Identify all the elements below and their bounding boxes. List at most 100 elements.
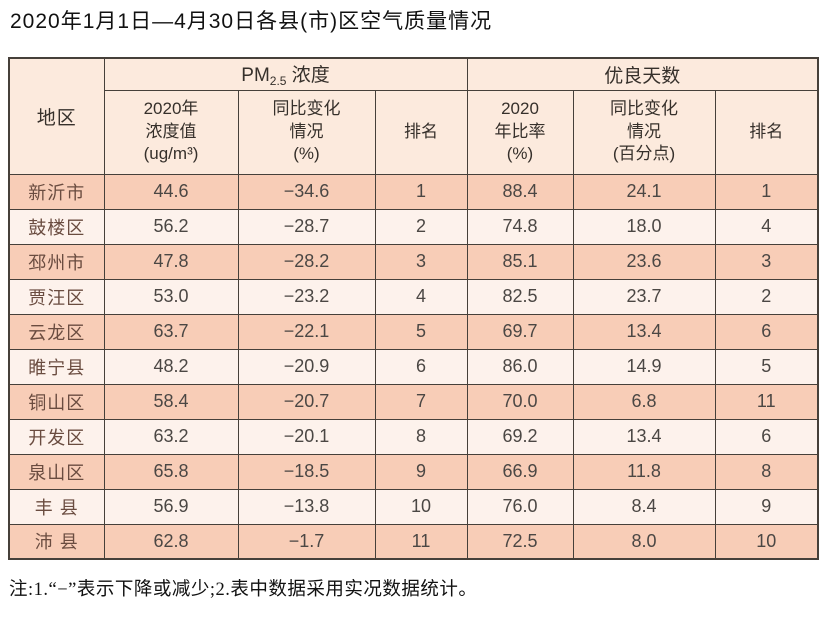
days-change-cell: 8.4 (572, 488, 716, 525)
days-change-cell: 14.9 (572, 348, 716, 385)
region-cell: 贾汪区 (8, 278, 105, 315)
pm-change-cell: −28.2 (237, 243, 376, 280)
pm-change-cell: −20.7 (237, 383, 376, 420)
days-change-cell: 23.7 (572, 278, 716, 315)
region-cell: 铜山区 (8, 383, 105, 420)
region-cell: 丰 县 (8, 488, 105, 525)
days-rate-cell: 72.5 (466, 523, 574, 560)
pm-rank-header: 排名 (374, 89, 468, 175)
days-rank-cell: 6 (714, 313, 819, 350)
pm-rank-cell: 6 (374, 348, 468, 385)
region-cell: 邳州市 (8, 243, 105, 280)
table-header-group-row: 地区 PM2.5 浓度 优良天数 (8, 57, 819, 175)
days-change-header: 同比变化 情况 (百分点) (572, 89, 716, 175)
pm-value-cell: 44.6 (103, 173, 239, 210)
pm-change-cell: −18.5 (237, 453, 376, 490)
days-change-cell: 11.8 (572, 453, 716, 490)
table-row: 丰 县 56.9 −13.8 10 76.0 8.4 9 (8, 488, 819, 525)
days-rank-cell: 4 (714, 208, 819, 245)
days-rate-cell: 66.9 (466, 453, 574, 490)
region-cell: 云龙区 (8, 313, 105, 350)
days-rate-cell: 76.0 (466, 488, 574, 525)
pm-value-cell: 63.2 (103, 418, 239, 455)
days-group-header: 优良天数 (466, 57, 819, 91)
pm-rank-cell: 11 (374, 523, 468, 560)
region-cell: 泉山区 (8, 453, 105, 490)
days-change-cell: 23.6 (572, 243, 716, 280)
region-cell: 新沂市 (8, 173, 105, 210)
pm-change-cell: −20.1 (237, 418, 376, 455)
table-row: 云龙区 63.7 −22.1 5 69.7 13.4 6 (8, 313, 819, 350)
table-row: 贾汪区 53.0 −23.2 4 82.5 23.7 2 (8, 278, 819, 315)
pm25-label-suffix: 浓度 (286, 65, 330, 87)
pm-rank-cell: 5 (374, 313, 468, 350)
pm-change-cell: −20.9 (237, 348, 376, 385)
pm-value-cell: 62.8 (103, 523, 239, 560)
pm-change-cell: −1.7 (237, 523, 376, 560)
table-header-sub-row: 2020年 浓度值 (ug/m³) 同比变化 情况 (%) 排名 2020 年比… (9, 89, 819, 175)
air-quality-table: 地区 PM2.5 浓度 优良天数 2020年 浓度值 (ug/m³) 同比变化 … (8, 57, 819, 560)
pm-rank-cell: 7 (374, 383, 468, 420)
days-change-cell: 13.4 (572, 418, 716, 455)
pm-change-cell: −28.7 (237, 208, 376, 245)
pm-value-cell: 48.2 (103, 348, 239, 385)
days-rank-cell: 3 (714, 243, 819, 280)
region-cell: 睢宁县 (8, 348, 105, 385)
days-rate-cell: 74.8 (466, 208, 574, 245)
days-rate-cell: 86.0 (466, 348, 574, 385)
table-row: 睢宁县 48.2 −20.9 6 86.0 14.9 5 (8, 348, 819, 385)
pm-rank-cell: 10 (374, 488, 468, 525)
region-cell: 沛 县 (8, 523, 105, 560)
pm-value-cell: 65.8 (103, 453, 239, 490)
days-rate-cell: 69.7 (466, 313, 574, 350)
pm-rank-cell: 8 (374, 418, 468, 455)
pm-change-cell: −34.6 (237, 173, 376, 210)
pm-rank-cell: 4 (374, 278, 468, 315)
pm-change-header: 同比变化 情况 (%) (237, 89, 376, 175)
table-row: 邳州市 47.8 −28.2 3 85.1 23.6 3 (8, 243, 819, 280)
days-rank-cell: 8 (714, 453, 819, 490)
days-rank-cell: 11 (714, 383, 819, 420)
region-cell: 鼓楼区 (8, 208, 105, 245)
pm-rank-cell: 2 (374, 208, 468, 245)
days-change-cell: 24.1 (572, 173, 716, 210)
pm25-group-header: PM2.5 浓度 (103, 57, 468, 91)
footnote: 注:1.“−”表示下降或减少;2.表中数据采用实况数据统计。 (9, 580, 478, 600)
days-rate-cell: 85.1 (466, 243, 574, 280)
days-rank-cell: 6 (714, 418, 819, 455)
days-rank-header: 排名 (714, 89, 819, 175)
pm-value-cell: 56.9 (103, 488, 239, 525)
days-change-cell: 13.4 (572, 313, 716, 350)
region-header: 地区 (8, 57, 105, 175)
days-rate-cell: 70.0 (466, 383, 574, 420)
pm-change-cell: −23.2 (237, 278, 376, 315)
pm-value-cell: 47.8 (103, 243, 239, 280)
pm-rank-cell: 3 (374, 243, 468, 280)
days-rank-cell: 2 (714, 278, 819, 315)
table-row: 泉山区 65.8 −18.5 9 66.9 11.8 8 (8, 453, 819, 490)
pm-rank-cell: 9 (374, 453, 468, 490)
table-row: 铜山区 58.4 −20.7 7 70.0 6.8 11 (8, 383, 819, 420)
pm-value-cell: 58.4 (103, 383, 239, 420)
days-rate-cell: 69.2 (466, 418, 574, 455)
days-change-cell: 8.0 (572, 523, 716, 560)
pm25-label-prefix: PM (241, 65, 270, 87)
days-rate-header: 2020 年比率 (%) (466, 89, 574, 175)
days-rank-cell: 9 (714, 488, 819, 525)
pm-rank-cell: 1 (374, 173, 468, 210)
table-body: 新沂市 44.6 −34.6 1 88.4 24.1 1 鼓楼区 56.2 −2… (8, 173, 819, 560)
pm-value-cell: 56.2 (103, 208, 239, 245)
pm-value-cell: 63.7 (103, 313, 239, 350)
page-title: 2020年1月1日—4月30日各县(市)区空气质量情况 (10, 10, 493, 33)
days-rate-cell: 82.5 (466, 278, 574, 315)
table-row: 开发区 63.2 −20.1 8 69.2 13.4 6 (8, 418, 819, 455)
days-change-cell: 6.8 (572, 383, 716, 420)
days-change-cell: 18.0 (572, 208, 716, 245)
pm-value-cell: 53.0 (103, 278, 239, 315)
table-row: 鼓楼区 56.2 −28.7 2 74.8 18.0 4 (8, 208, 819, 245)
table-header: 地区 PM2.5 浓度 优良天数 2020年 浓度值 (ug/m³) 同比变化 … (8, 57, 819, 175)
pm-change-cell: −22.1 (237, 313, 376, 350)
days-rank-cell: 1 (714, 173, 819, 210)
pm-value-header: 2020年 浓度值 (ug/m³) (103, 89, 239, 175)
